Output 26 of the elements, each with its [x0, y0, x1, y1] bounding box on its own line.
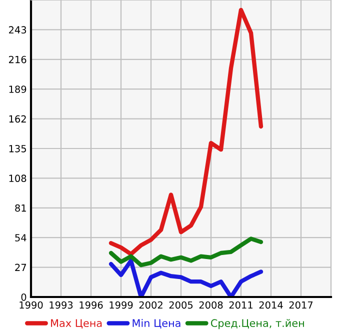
y-tick-label: 108: [9, 174, 26, 182]
legend-label: Min Цена: [132, 318, 180, 329]
line-series: [108, 258, 264, 297]
x-tick-label: 2014: [259, 301, 283, 309]
y-tick-label: 54: [15, 234, 26, 242]
x-tick-label: 2002: [139, 301, 162, 309]
y-tick-label: 81: [15, 204, 26, 212]
x-tick-label: 1999: [110, 301, 133, 309]
x-tick-label: 1996: [80, 301, 103, 309]
x-tick-label: 2011: [229, 301, 252, 309]
y-tick-label: 135: [9, 144, 26, 152]
y-tick-label: 162: [9, 115, 26, 123]
x-tick-label: 1993: [50, 301, 73, 309]
line-series: [108, 8, 264, 256]
x-tick-label: 2008: [199, 301, 223, 309]
x-tick-label: 1990: [20, 301, 43, 309]
y-tick-label: 189: [9, 86, 26, 93]
legend-label: Max Цена: [51, 319, 102, 329]
y-tick-label: 216: [8, 56, 26, 64]
legend-label: Сред.Цена, т.йен: [210, 319, 304, 330]
line-series: [108, 236, 264, 268]
y-tick-label: 0: [21, 293, 26, 301]
x-tick-label: 2017: [289, 301, 313, 309]
y-tick-label: 243: [8, 26, 26, 34]
x-tick-label: 2005: [169, 301, 193, 309]
y-tick-label: 27: [15, 264, 26, 271]
